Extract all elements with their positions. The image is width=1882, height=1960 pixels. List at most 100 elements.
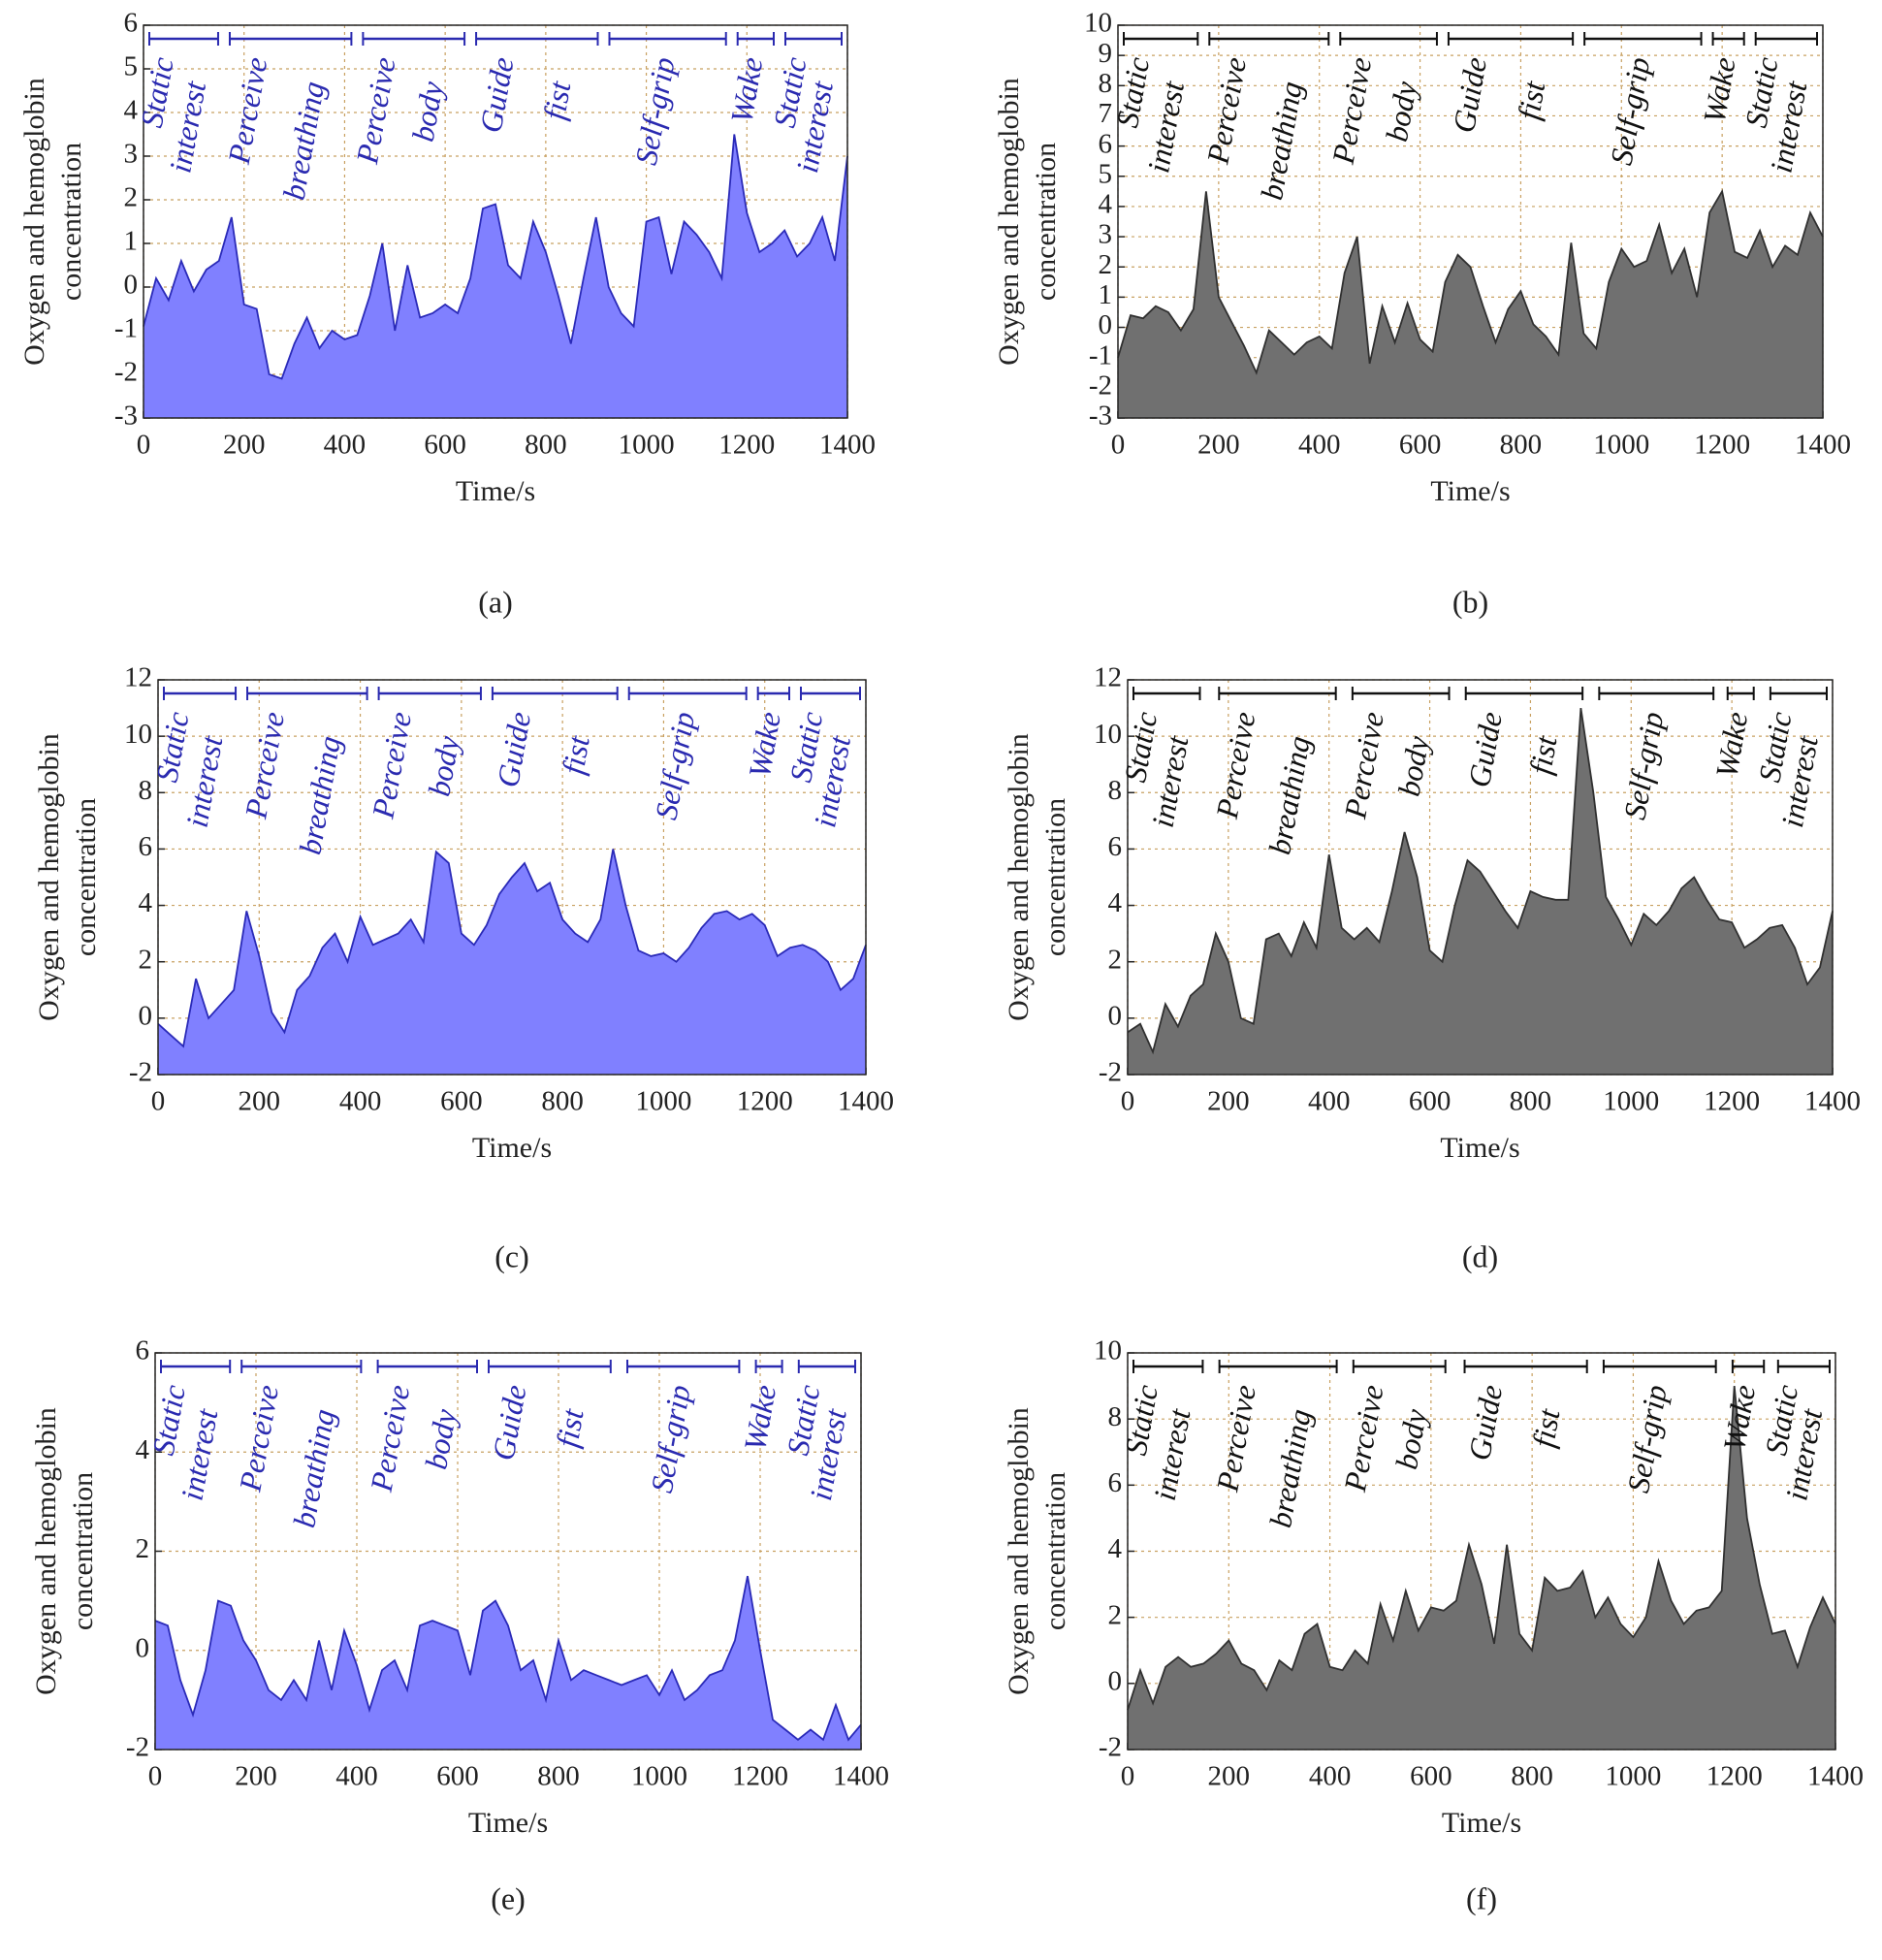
x-tick-label: 0 — [151, 1086, 166, 1117]
y-tick-label: 8 — [139, 775, 153, 806]
x-tick-label: 600 — [1409, 1086, 1451, 1117]
x-tick-label: 1000 — [635, 1086, 691, 1117]
y-axis-label: Oxygen and hemoglobin — [1003, 733, 1035, 1021]
y-tick-label: 5 — [1099, 158, 1113, 189]
x-tick-label: 1200 — [1694, 430, 1750, 461]
x-tick-label: 200 — [1207, 1086, 1250, 1117]
phase-label: Perceive — [232, 1382, 285, 1494]
phase-label: Guide — [486, 1382, 533, 1462]
x-tick-label: 400 — [324, 430, 367, 461]
x-tick-label: 200 — [239, 1086, 281, 1117]
phase-label: body — [1391, 732, 1436, 798]
y-tick-label: 7 — [1099, 98, 1113, 129]
area-outline — [1117, 188, 1824, 375]
phase-label: breathing — [286, 1406, 341, 1530]
phase-label: Guide — [473, 54, 521, 135]
y-tick-label: 0 — [139, 1001, 153, 1032]
phase-label: Wake — [742, 709, 787, 780]
y-tick-label: 0 — [124, 270, 139, 301]
phase-label: Wake — [737, 1382, 782, 1453]
phase-label: Perceive — [1337, 709, 1390, 821]
caption: (f) — [1466, 1880, 1497, 1915]
area-outline — [157, 849, 867, 1048]
y-tick-label: 0 — [1099, 309, 1113, 340]
y-axis-label: Oxygen and hemoglobin — [18, 78, 50, 366]
y-tick-label: 4 — [136, 1434, 150, 1465]
x-tick-label: 1200 — [732, 1761, 788, 1792]
x-tick-label: 800 — [1511, 1761, 1553, 1792]
x-tick-label: 600 — [436, 1761, 479, 1792]
x-tick-label: 1400 — [819, 430, 876, 461]
phase-label: Self-grip — [1616, 709, 1670, 822]
phase-label: breathing — [1254, 79, 1309, 203]
phase-label: Perceive — [363, 1382, 416, 1494]
y-tick-label: 10 — [124, 719, 152, 750]
y-tick-label: 2 — [1108, 944, 1123, 975]
y-tick-label: 2 — [136, 1533, 150, 1564]
phase-label: Perceive — [221, 54, 274, 167]
y-tick-label: -2 — [126, 1732, 149, 1763]
x-tick-label: 800 — [537, 1761, 580, 1792]
phase-label: Guide — [1446, 54, 1493, 135]
y-tick-label: 1 — [1099, 279, 1113, 310]
y-axis-label: concentration — [67, 1472, 99, 1630]
phase-label: body — [1388, 1405, 1433, 1471]
x-tick-label: 200 — [223, 430, 266, 461]
phase-label: Perceive — [365, 709, 418, 821]
y-tick-label: 1 — [124, 226, 139, 257]
x-tick-label: 0 — [1121, 1086, 1135, 1117]
phase-label: fist — [549, 1405, 590, 1450]
caption: (a) — [478, 584, 513, 619]
x-tick-label: 1000 — [619, 430, 675, 461]
caption: (d) — [1462, 1238, 1498, 1273]
x-tick-label: 400 — [335, 1761, 378, 1792]
phase-label: Wake — [1696, 54, 1741, 125]
plot-frame — [1117, 24, 1824, 419]
plot-frame — [1127, 1352, 1836, 1751]
y-tick-label: 3 — [124, 139, 139, 170]
y-axis-label: concentration — [1039, 798, 1071, 956]
x-tick-label: 0 — [1111, 430, 1126, 461]
y-tick-label: 6 — [136, 1335, 150, 1366]
caption: (e) — [491, 1880, 526, 1915]
y-axis-label: Oxygen and hemoglobin — [1003, 1407, 1035, 1695]
x-tick-label: 1200 — [718, 430, 775, 461]
x-tick-label: 200 — [235, 1761, 277, 1792]
phase-label: Perceive — [1337, 1382, 1390, 1494]
y-tick-label: 0 — [1108, 1001, 1123, 1032]
x-axis-label: Time/s — [468, 1807, 548, 1839]
x-axis-label: Time/s — [1440, 1132, 1519, 1164]
x-axis-label: Time/s — [472, 1132, 552, 1164]
x-tick-label: 400 — [1309, 1761, 1352, 1792]
y-axis-label: Oxygen and hemoglobin — [993, 78, 1025, 366]
phase-label: Self-grip — [644, 1382, 697, 1495]
y-tick-label: 12 — [124, 662, 152, 693]
y-tick-label: 6 — [1108, 831, 1123, 862]
y-tick-label: 4 — [1108, 887, 1123, 918]
y-tick-label: 10 — [1084, 8, 1112, 39]
x-tick-label: 1400 — [1795, 430, 1851, 461]
y-tick-label: -2 — [114, 357, 138, 388]
y-tick-label: -3 — [1089, 401, 1112, 432]
x-tick-label: 1000 — [631, 1761, 687, 1792]
y-tick-label: 2 — [124, 182, 139, 213]
x-tick-label: 1400 — [833, 1761, 889, 1792]
x-axis-label: Time/s — [1442, 1807, 1521, 1839]
phase-label: Perceive — [349, 54, 402, 167]
plot-frame — [154, 1352, 862, 1751]
y-tick-label: 2 — [139, 944, 153, 975]
phase-label: Perceive — [1324, 54, 1378, 167]
phase-label: Self-grip — [1620, 1382, 1674, 1495]
y-tick-label: 0 — [1108, 1665, 1123, 1696]
x-tick-label: 400 — [339, 1086, 382, 1117]
y-tick-label: 8 — [1108, 775, 1123, 806]
x-tick-label: 1000 — [1605, 1761, 1661, 1792]
y-tick-label: -1 — [1089, 339, 1112, 370]
phase-label: Self-grip — [1604, 54, 1657, 168]
y-tick-label: 8 — [1108, 1401, 1123, 1432]
y-tick-label: -2 — [1099, 1732, 1122, 1763]
y-tick-label: 9 — [1099, 38, 1113, 69]
